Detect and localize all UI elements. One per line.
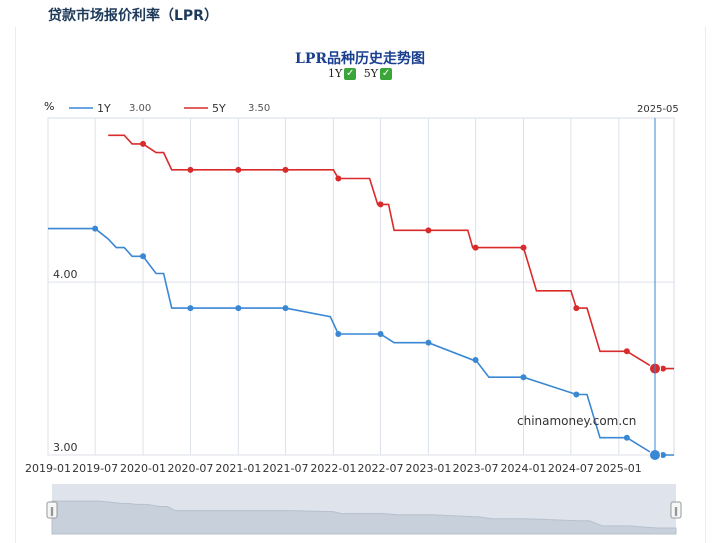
data-point-1y[interactable]: [187, 305, 194, 312]
x-tick-label: 2021-01: [215, 462, 261, 475]
toggle-1y[interactable]: 1Y ✓: [327, 67, 357, 80]
range-navigator[interactable]: ‖ ‖: [46, 484, 682, 535]
data-point-5y[interactable]: [187, 166, 194, 173]
toggle-5y-label: 5Y: [363, 67, 379, 80]
data-point-5y[interactable]: [377, 201, 384, 208]
data-point-1y[interactable]: [335, 331, 342, 338]
toggle-5y[interactable]: 5Y ✓: [363, 67, 393, 80]
series-toggles: 1Y ✓ 5Y ✓: [0, 67, 720, 80]
x-tick-label: 2020-07: [167, 462, 213, 475]
axes: 2019-01 2019-07 2020-01 2020-07 2021-01 2021-…: [25, 268, 642, 475]
series-line-5y: [108, 134, 674, 370]
legend-5y-name[interactable]: 5Y: [212, 102, 226, 115]
data-point-1y[interactable]: [623, 434, 630, 441]
legend-1y-name[interactable]: 1Y: [97, 102, 111, 115]
data-point-5y[interactable]: [660, 365, 667, 372]
grid: [47, 117, 675, 456]
data-point-1y[interactable]: [282, 305, 289, 312]
data-point-5y[interactable]: [140, 140, 147, 147]
y-tick-label: 3.00: [53, 441, 78, 454]
navigator-left-handle[interactable]: [46, 501, 58, 519]
data-point-1y[interactable]: [472, 356, 479, 363]
x-tick-label: 2025-01: [596, 462, 642, 475]
legend-1y-value: 3.00: [129, 103, 151, 114]
x-tick-label: 2024-01: [501, 462, 547, 475]
data-point-1y[interactable]: [573, 391, 580, 398]
navigator-right-handle[interactable]: [670, 501, 682, 519]
data-point-1y[interactable]: [660, 452, 667, 458]
x-tick-label: 2020-01: [120, 462, 166, 475]
navigator-series-area: [51, 500, 677, 535]
x-tick-label: 2022-01: [310, 462, 356, 475]
data-point-1y[interactable]: [140, 253, 147, 260]
data-point-5y[interactable]: [335, 175, 342, 182]
chart-panel: [15, 27, 706, 543]
check-icon[interactable]: ✓: [380, 67, 393, 80]
legend-5y-value: 3.50: [248, 103, 270, 114]
x-tick-label: 2022-07: [358, 462, 404, 475]
data-point-5y[interactable]: [425, 227, 432, 234]
data-point-1y[interactable]: [235, 305, 242, 312]
data-point-1y[interactable]: [377, 331, 384, 338]
x-tick-label: 2023-07: [453, 462, 499, 475]
x-tick-label: 2021-07: [262, 462, 308, 475]
data-point-1y[interactable]: [425, 339, 432, 346]
data-point-5y[interactable]: [282, 166, 289, 173]
page-heading: 贷款市场报价利率（LPR）: [48, 8, 218, 24]
data-point-1y[interactable]: [92, 225, 99, 232]
legend: 1Y 3.00 5Y 3.50: [69, 102, 270, 115]
grip-icon: ‖: [674, 507, 679, 517]
toggle-1y-label: 1Y: [327, 67, 343, 80]
crosshair-date-label: 2025-05: [637, 104, 679, 115]
plot-frame: [47, 117, 675, 456]
x-tick-label: 2019-01: [25, 462, 71, 475]
x-tick-label: 2019-07: [72, 462, 118, 475]
y-axis-label: %: [44, 100, 54, 113]
data-point-1y[interactable]: [520, 374, 527, 381]
grip-icon: ‖: [50, 507, 55, 517]
chart-title: LPR品种历史走势图: [294, 51, 425, 67]
watermark: chinamoney.com.cn: [517, 414, 636, 428]
data-point-5y[interactable]: [573, 305, 580, 312]
data-point-5y[interactable]: [623, 348, 630, 355]
data-point-5y[interactable]: [520, 244, 527, 251]
series-layer: [48, 134, 674, 461]
x-tick-label: 2023-01: [405, 462, 451, 475]
x-tick-label: 2024-07: [548, 462, 594, 475]
data-point-5y[interactable]: [235, 166, 242, 173]
check-icon[interactable]: ✓: [344, 67, 357, 80]
y-tick-label: 4.00: [53, 268, 78, 281]
data-point-5y[interactable]: [472, 244, 479, 251]
